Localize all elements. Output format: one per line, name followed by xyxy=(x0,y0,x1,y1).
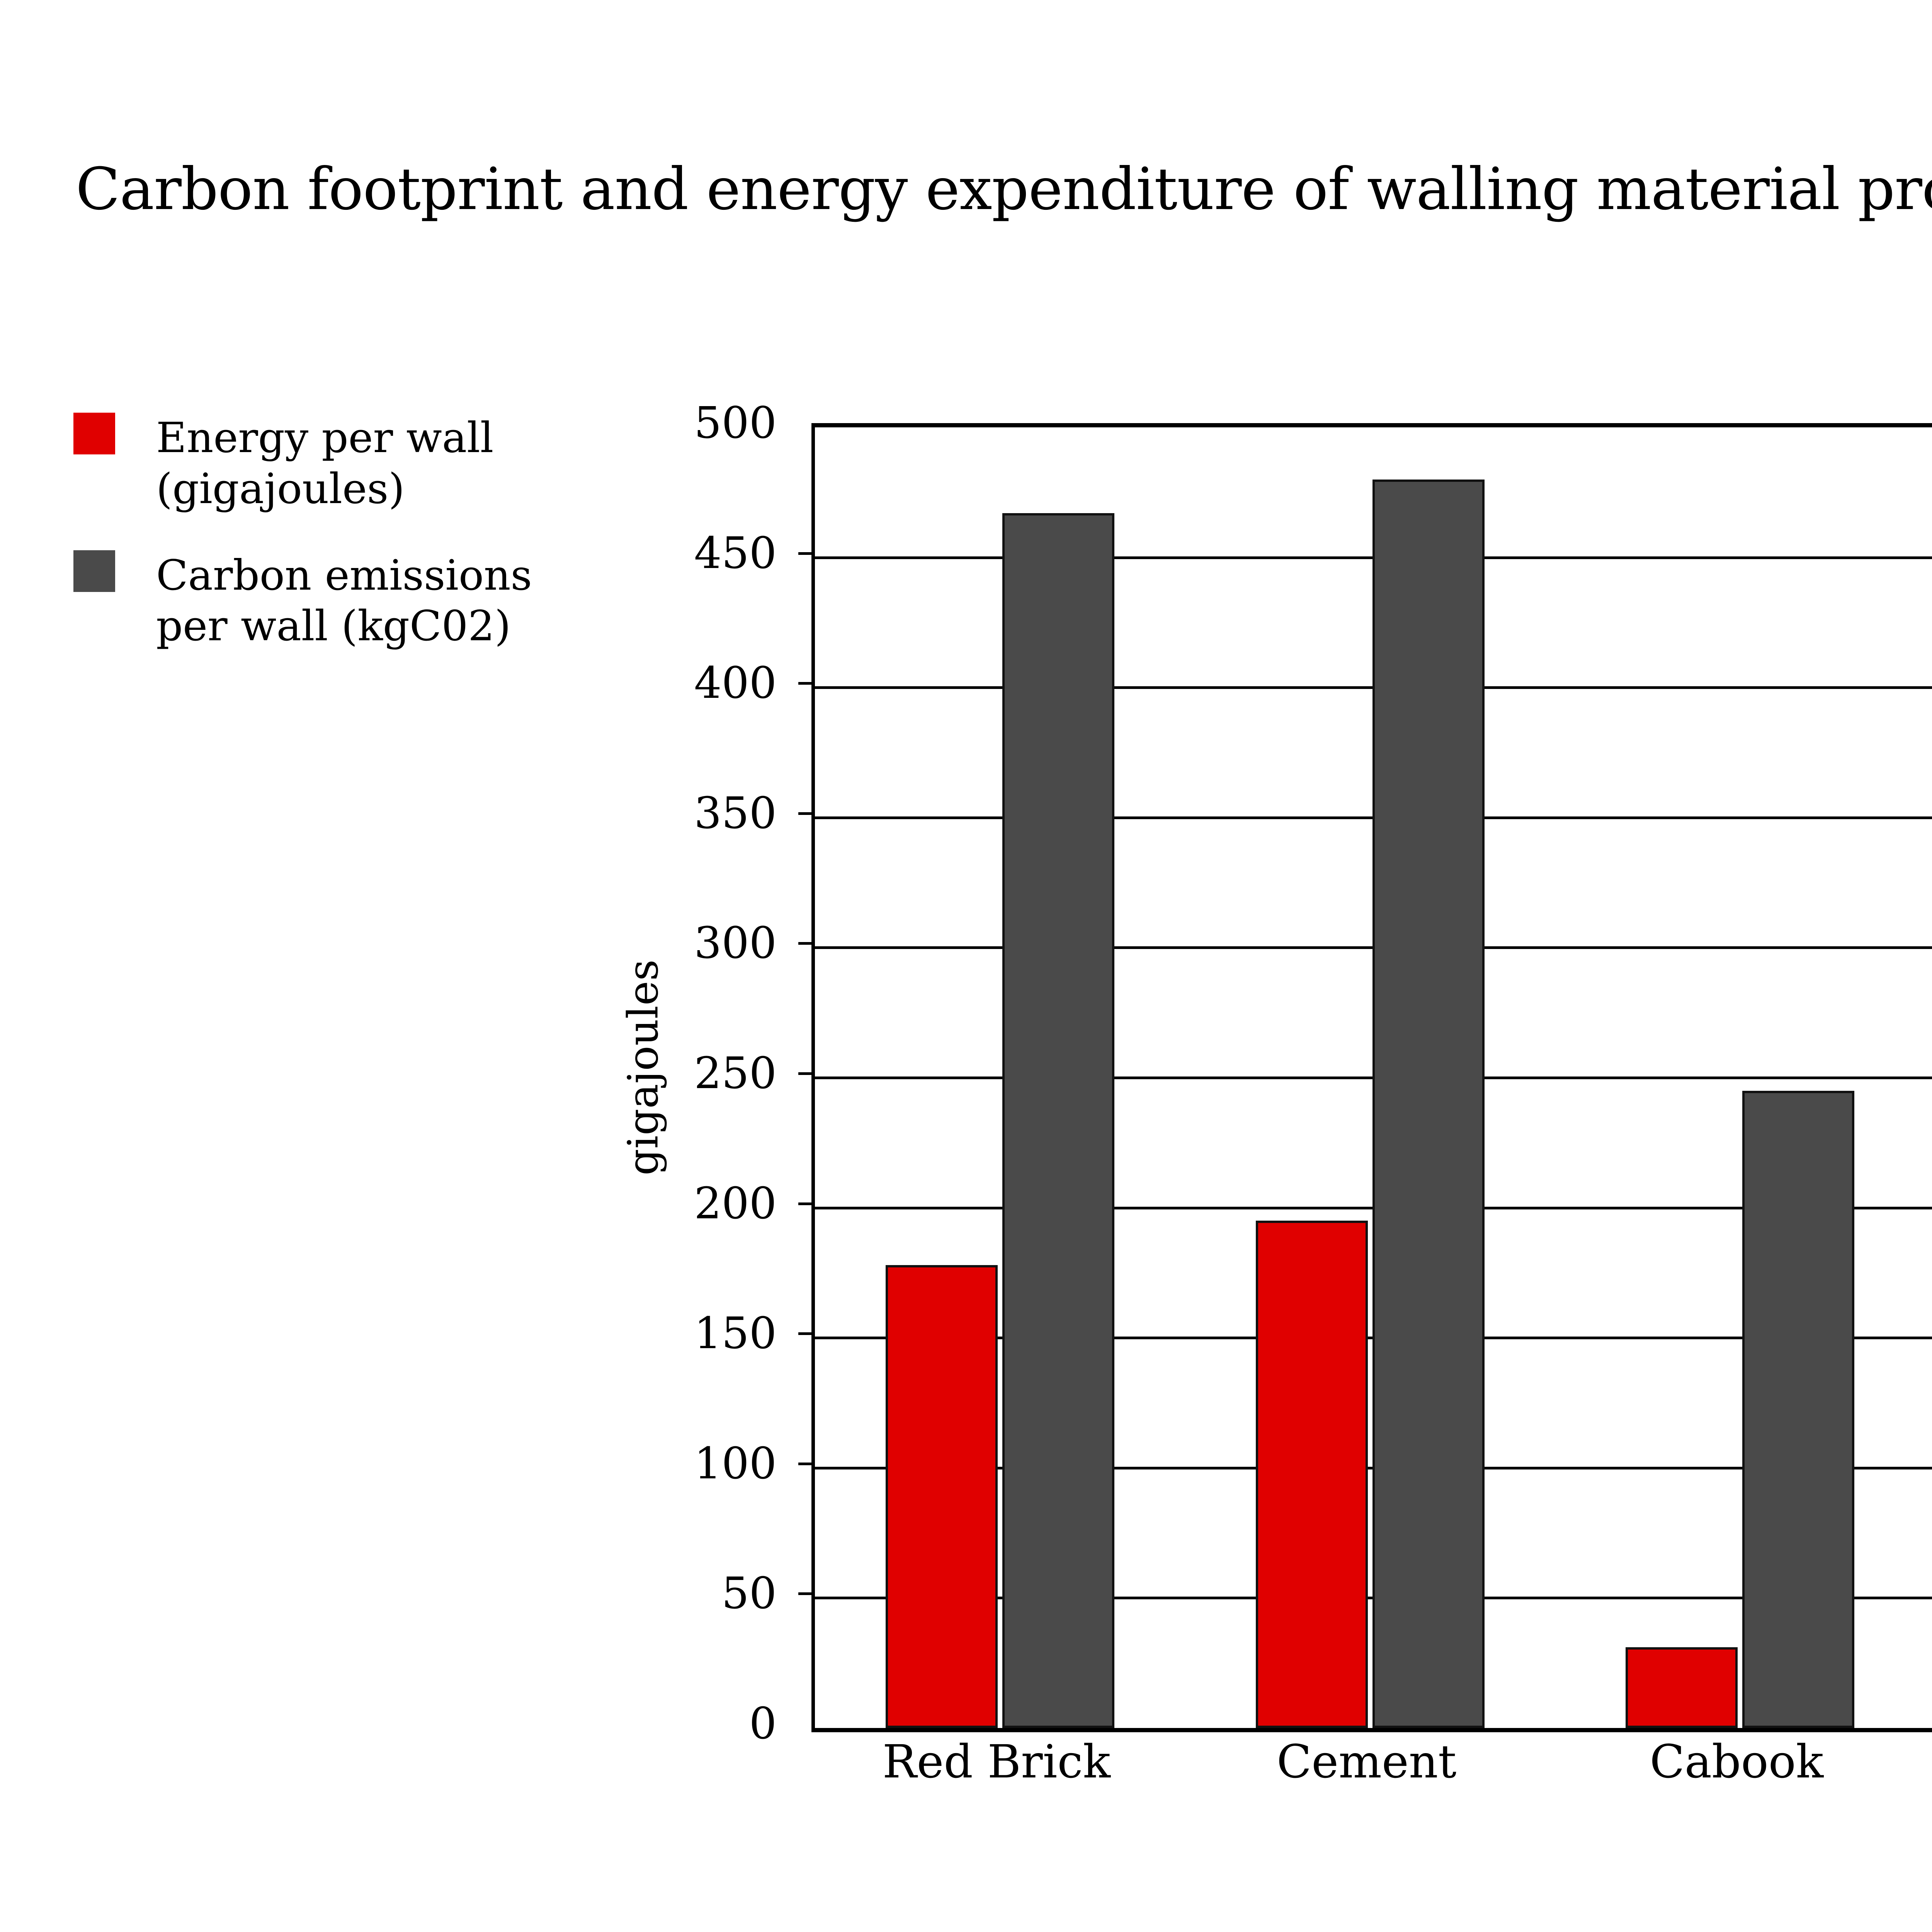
y-tick-mark-left xyxy=(798,1072,811,1075)
y-tick-mark-left xyxy=(798,1462,811,1465)
chart-legend: Energy per wall (gigajoules) Carbon emis… xyxy=(73,413,587,687)
y-axis-title-left: gigajoules xyxy=(619,959,668,1176)
bar-carbon[interactable] xyxy=(1002,513,1114,1728)
y-tick-mark-left xyxy=(798,1332,811,1335)
y-tick-mark-left xyxy=(798,812,811,815)
y-tick-label-left: 350 xyxy=(694,788,777,838)
plot-area xyxy=(811,423,1932,1732)
bar-carbon[interactable] xyxy=(1742,1090,1855,1728)
y-tick-label-left: 50 xyxy=(721,1568,777,1619)
y-tick-mark-left xyxy=(798,682,811,685)
y-tick-label-left: 0 xyxy=(749,1699,777,1749)
y-tick-label-left: 200 xyxy=(694,1178,777,1229)
y-tick-mark-left xyxy=(798,1592,811,1595)
y-tick-label-left: 300 xyxy=(694,918,777,969)
x-tick-label: Mud xyxy=(1913,1739,1932,1784)
x-tick-label: Cement xyxy=(1276,1735,1457,1788)
y-tick-label-left: 250 xyxy=(694,1048,777,1099)
x-tick-label: Red Brick xyxy=(882,1735,1111,1788)
page-title: Carbon footprint and energy expenditure … xyxy=(76,156,1932,223)
legend-item-carbon[interactable]: Carbon emissions per wall (kgC02) xyxy=(73,550,587,652)
y-tick-label-left: 100 xyxy=(694,1438,777,1489)
y-tick-mark-left xyxy=(798,552,811,555)
y-tick-label-left: 400 xyxy=(694,658,777,709)
legend-label-carbon: Carbon emissions per wall (kgC02) xyxy=(156,551,532,651)
y-tick-label-left: 150 xyxy=(694,1308,777,1359)
y-tick-mark-left xyxy=(798,1202,811,1205)
legend-item-energy[interactable]: Energy per wall (gigajoules) xyxy=(73,413,587,515)
bar-energy[interactable] xyxy=(1255,1221,1368,1728)
legend-label-energy: Energy per wall (gigajoules) xyxy=(156,414,494,513)
bar-energy[interactable] xyxy=(1626,1647,1738,1728)
y-tick-label-left: 500 xyxy=(694,398,777,448)
x-tick-label: Cabook xyxy=(1650,1735,1824,1788)
y-tick-label-left: 450 xyxy=(694,528,777,578)
legend-swatch-energy xyxy=(73,413,115,454)
bar-carbon[interactable] xyxy=(1372,479,1485,1728)
legend-swatch-carbon xyxy=(73,550,115,592)
bar-energy[interactable] xyxy=(885,1265,998,1728)
y-tick-mark-left xyxy=(798,942,811,945)
